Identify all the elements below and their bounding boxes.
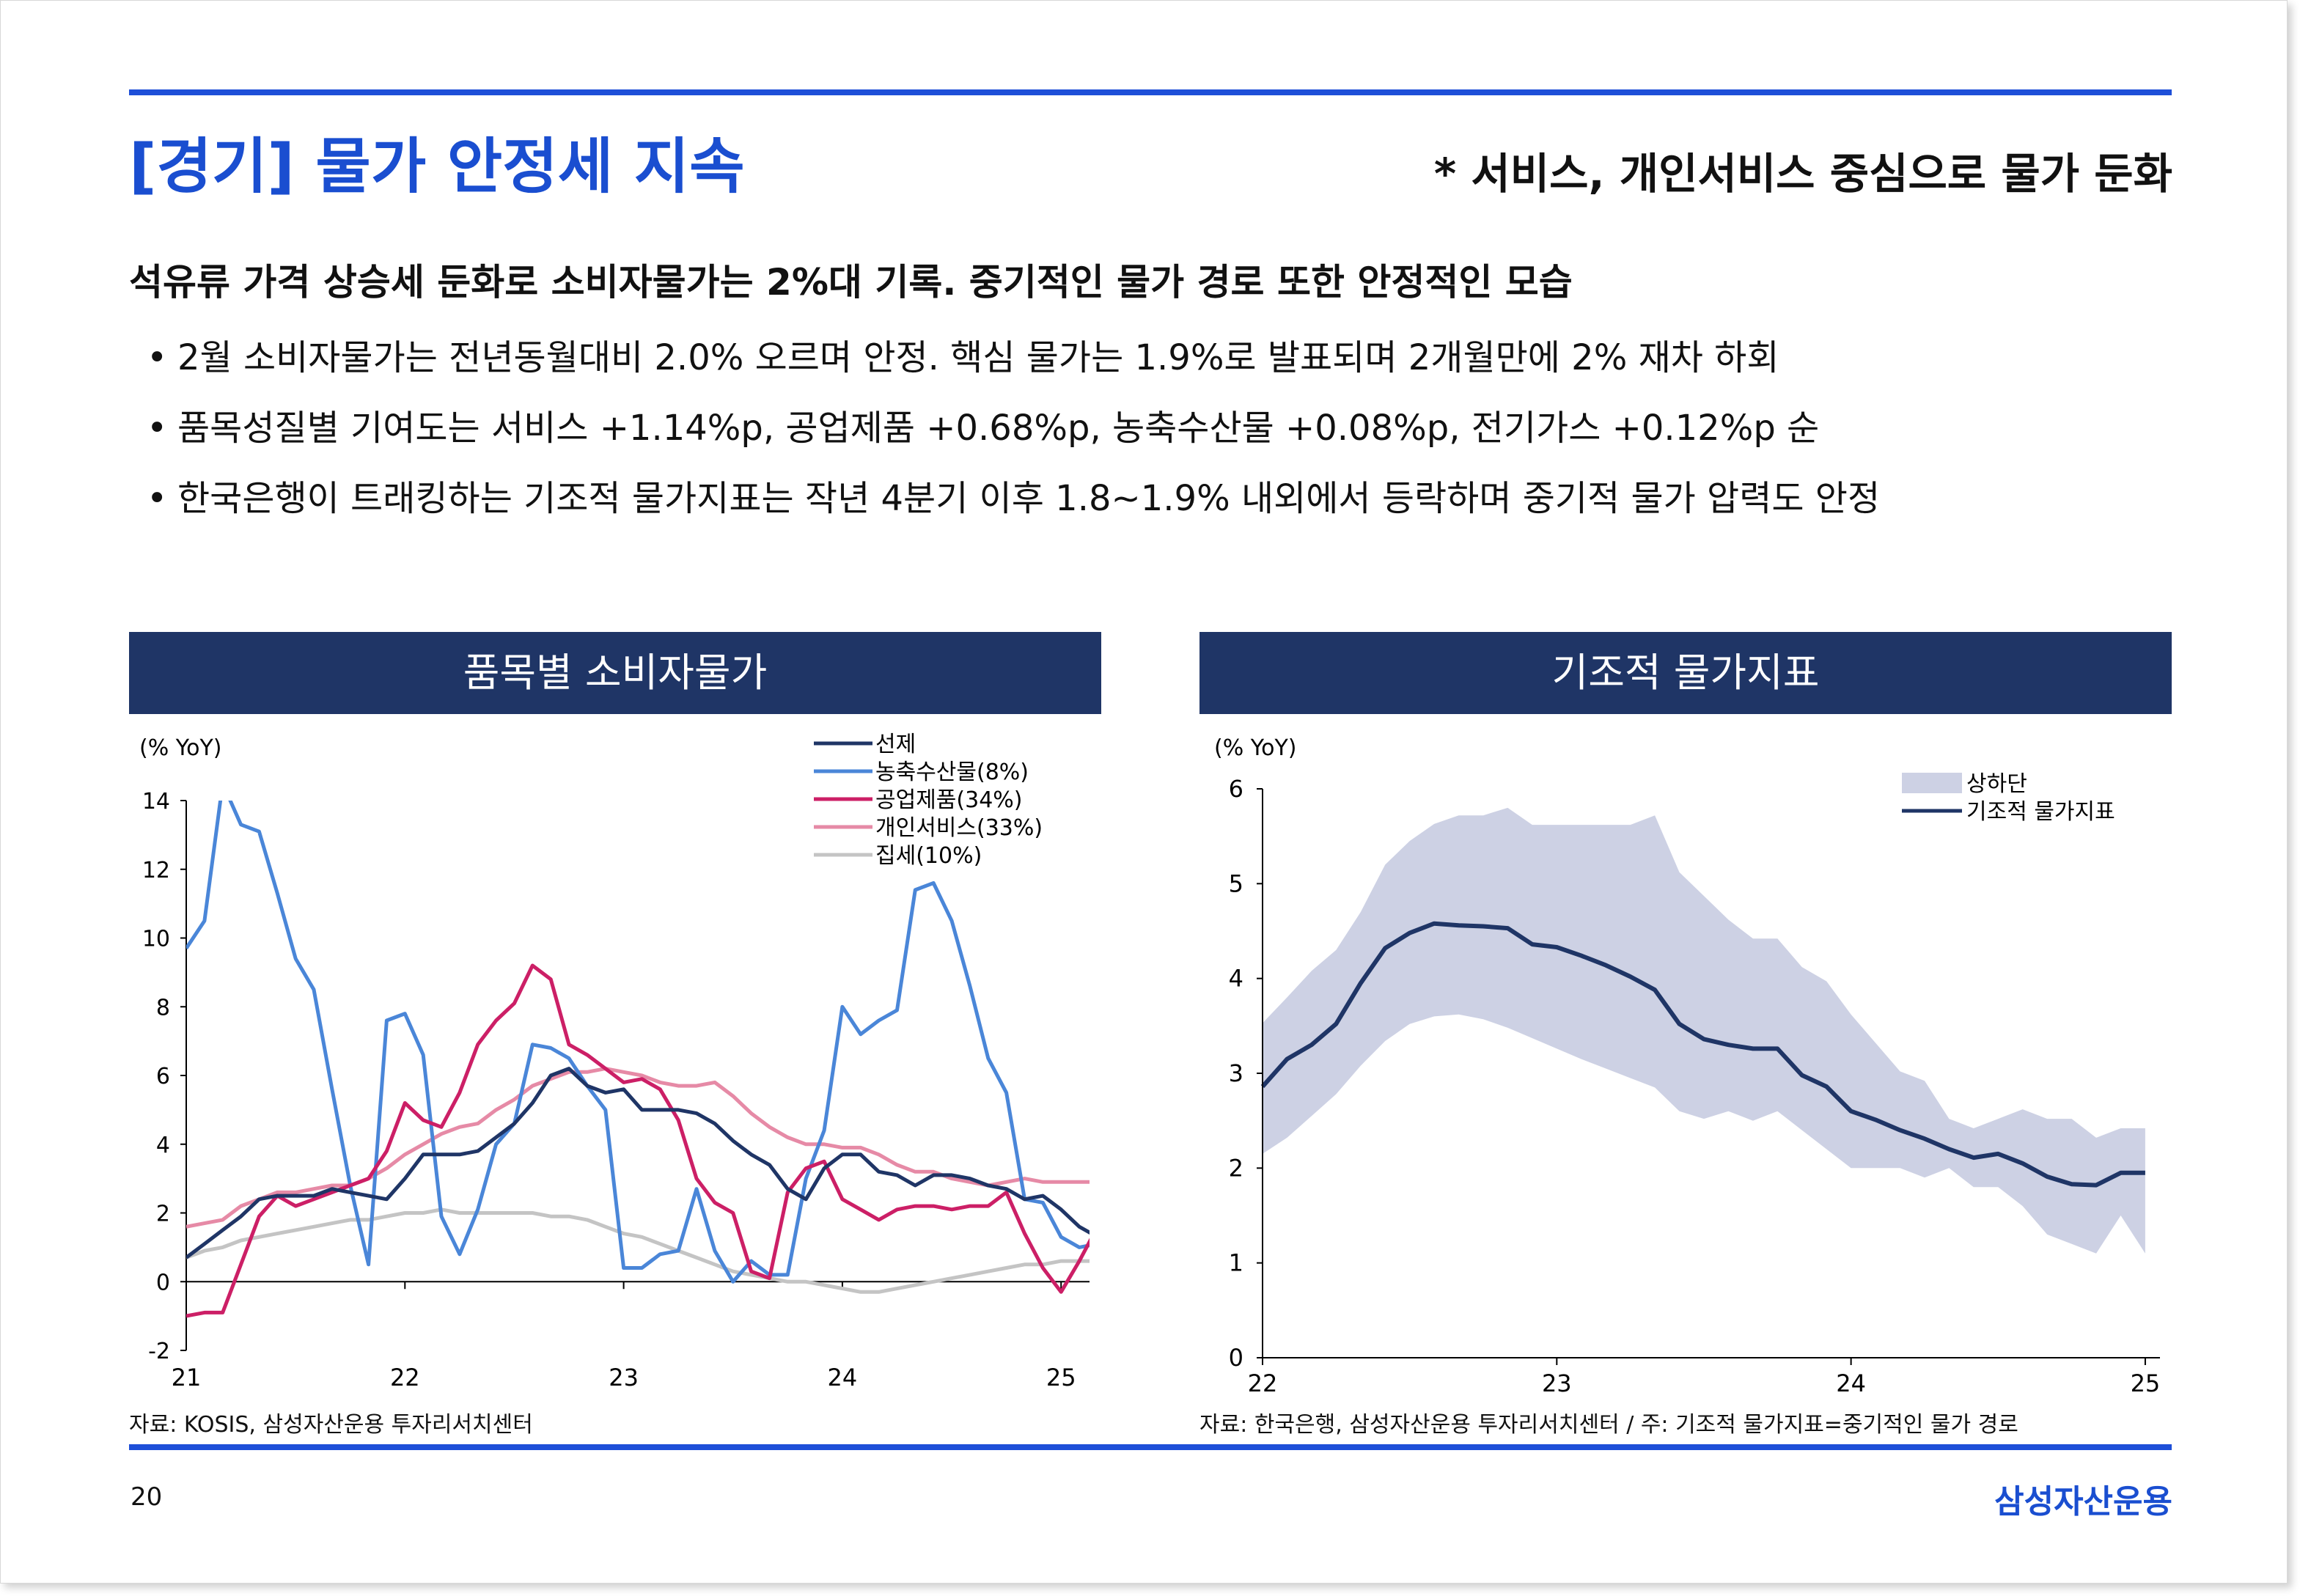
y-tick-label: -2: [148, 1339, 170, 1364]
bullet-item: • 2월 소비자물가는 전년동월대비 2.0% 오르며 안정. 핵심 물가는 1.…: [147, 323, 1880, 393]
legend-label-line: 기조적 물가지표: [1966, 799, 2115, 825]
legend-label-0: 선제: [875, 732, 916, 757]
series-line-0: [186, 1067, 1090, 1259]
x-tick-label: 21: [172, 1364, 202, 1391]
y-tick-label: 5: [1229, 869, 1243, 897]
x-tick-label: 23: [609, 1364, 639, 1391]
y-tick-label: 6: [156, 1064, 170, 1089]
y-tick-label: 12: [142, 858, 170, 883]
bullet-item: • 한국은행이 트래킹하는 기조적 물가지표는 작년 4분기 이후 1.8~1.9…: [147, 463, 1880, 534]
x-tick-label: 22: [390, 1364, 420, 1391]
lead-sentence: 석유류 가격 상승세 둔화로 소비자물가는 2%대 기록. 중기적인 물가 경로…: [129, 261, 1573, 304]
left-chart-header: 품목별 소비자물가: [129, 632, 1101, 714]
y-tick-label: 14: [142, 789, 170, 814]
y-tick-label: 6: [1229, 775, 1243, 803]
x-tick-label: 22: [1248, 1369, 1278, 1397]
bullet-glyph: •: [147, 337, 168, 378]
top-rule: [129, 89, 2172, 95]
bullet-text: 2월 소비자물가는 전년동월대비 2.0% 오르며 안정. 핵심 물가는 1.9…: [177, 337, 1779, 378]
right-source-note: 자료: 한국은행, 삼성자산운용 투자리서치센터 / 주: 기조적 물가지표=중…: [1199, 1412, 2018, 1438]
y-tick-label: 8: [156, 995, 170, 1021]
bullet-list: • 2월 소비자물가는 전년동월대비 2.0% 오르며 안정. 핵심 물가는 1.…: [147, 323, 1880, 534]
legend-label-4: 집세(10%): [875, 843, 982, 869]
bullet-glyph: •: [147, 408, 168, 449]
y-tick-label: 0: [156, 1270, 170, 1295]
legend-label-band: 상하단: [1966, 771, 2027, 797]
left-source-note: 자료: KOSIS, 삼성자산운용 투자리서치센터: [129, 1412, 533, 1438]
series-line-1: [186, 801, 1090, 1284]
y-unit-label: (% YoY): [1214, 735, 1296, 761]
page-subtitle: * 서비스, 개인서비스 중심으로 물가 둔화: [1433, 149, 2172, 199]
page-title: [경기] 물가 안정세 지속: [129, 132, 745, 202]
range-band: [1263, 807, 2145, 1254]
y-tick-label: 10: [142, 927, 170, 952]
bullet-text: 한국은행이 트래킹하는 기조적 물가지표는 작년 4분기 이후 1.8~1.9%…: [177, 478, 1881, 519]
x-tick-label: 25: [1046, 1364, 1076, 1391]
series-line-2: [186, 963, 1090, 1318]
page-number: 20: [131, 1482, 163, 1512]
brand-logo-text: 삼성자산운용: [1994, 1483, 2172, 1520]
y-tick-label: 2: [156, 1202, 170, 1227]
bullet-text: 품목성질별 기여도는 서비스 +1.14%p, 공업제품 +0.68%p, 농축…: [177, 408, 1820, 449]
x-tick-label: 23: [1542, 1369, 1572, 1397]
right-chart-header: 기조적 물가지표: [1199, 632, 2172, 714]
series-line-3: [186, 1067, 1090, 1229]
series-line-4: [186, 1207, 1090, 1294]
y-tick-label: 3: [1229, 1059, 1243, 1087]
y-tick-label: 4: [1229, 965, 1243, 993]
underlying-inflation-line: [1260, 921, 2145, 1188]
y-tick-label: 0: [1229, 1344, 1243, 1372]
y-tick-label: 4: [156, 1133, 170, 1158]
y-tick-label: 2: [1229, 1154, 1243, 1182]
x-tick-label: 24: [1836, 1369, 1866, 1397]
legend-label-1: 농축수산물(8%): [875, 760, 1029, 785]
legend-swatch-band: [1902, 773, 1962, 793]
bullet-glyph: •: [147, 478, 168, 519]
bottom-rule: [129, 1444, 2172, 1450]
legend-label-3: 개인서비스(33%): [875, 815, 1043, 841]
x-tick-label: 24: [828, 1364, 858, 1391]
y-unit-label: (% YoY): [139, 735, 221, 761]
bullet-item: • 품목성질별 기여도는 서비스 +1.14%p, 공업제품 +0.68%p, 농…: [147, 393, 1880, 463]
legend-label-2: 공업제품(34%): [875, 787, 1023, 813]
x-tick-label: 25: [2131, 1369, 2161, 1397]
y-tick-label: 1: [1229, 1249, 1243, 1277]
